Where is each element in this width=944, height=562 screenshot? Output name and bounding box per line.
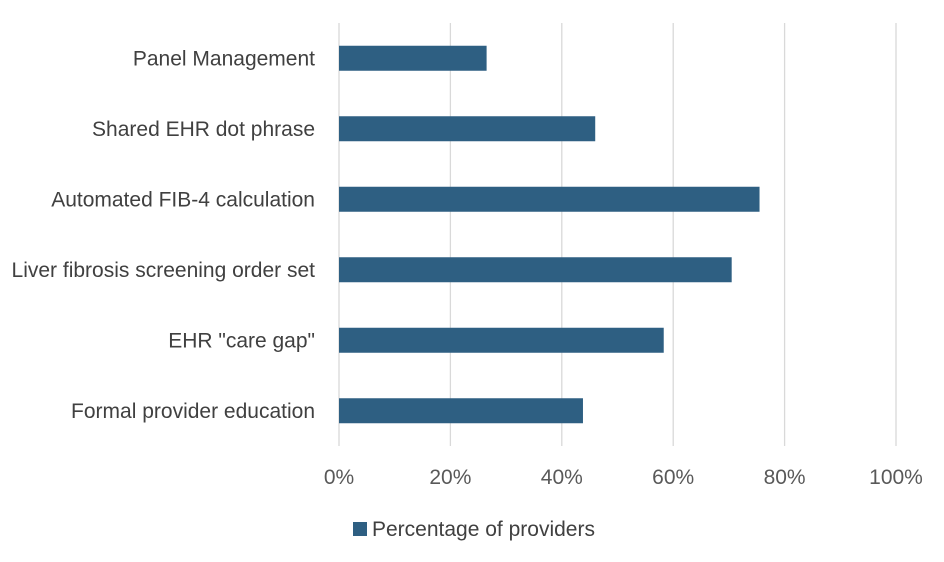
bar-5 [339, 327, 664, 353]
gridlines [338, 23, 897, 446]
x-tick-label: 60% [652, 466, 694, 489]
x-axis-tick-labels: 0% 20% 40% 60% 80% 100% [324, 466, 923, 489]
bar-2 [339, 116, 596, 142]
bar-1 [339, 45, 487, 71]
category-label: EHR "care gap" [168, 329, 315, 352]
bar-4 [339, 257, 732, 283]
category-label: Automated FIB-4 calculation [51, 188, 315, 211]
category-labels: Panel Management Shared EHR dot phrase Aut… [12, 47, 316, 423]
bars [339, 45, 760, 424]
category-label: Formal provider education [71, 400, 315, 423]
legend: Percentage of providers [353, 518, 595, 541]
category-label: Panel Management [133, 47, 315, 70]
x-tick-label: 100% [869, 466, 923, 489]
x-tick-label: 40% [541, 466, 583, 489]
bar-6 [339, 398, 583, 424]
bar-3 [339, 186, 760, 212]
legend-label: Percentage of providers [372, 518, 595, 541]
x-tick-label: 80% [764, 466, 806, 489]
category-label: Shared EHR dot phrase [92, 118, 315, 141]
legend-swatch [353, 522, 367, 536]
x-tick-label: 0% [324, 466, 354, 489]
category-label: Liver fibrosis screening order set [12, 259, 316, 282]
x-tick-label: 20% [429, 466, 471, 489]
